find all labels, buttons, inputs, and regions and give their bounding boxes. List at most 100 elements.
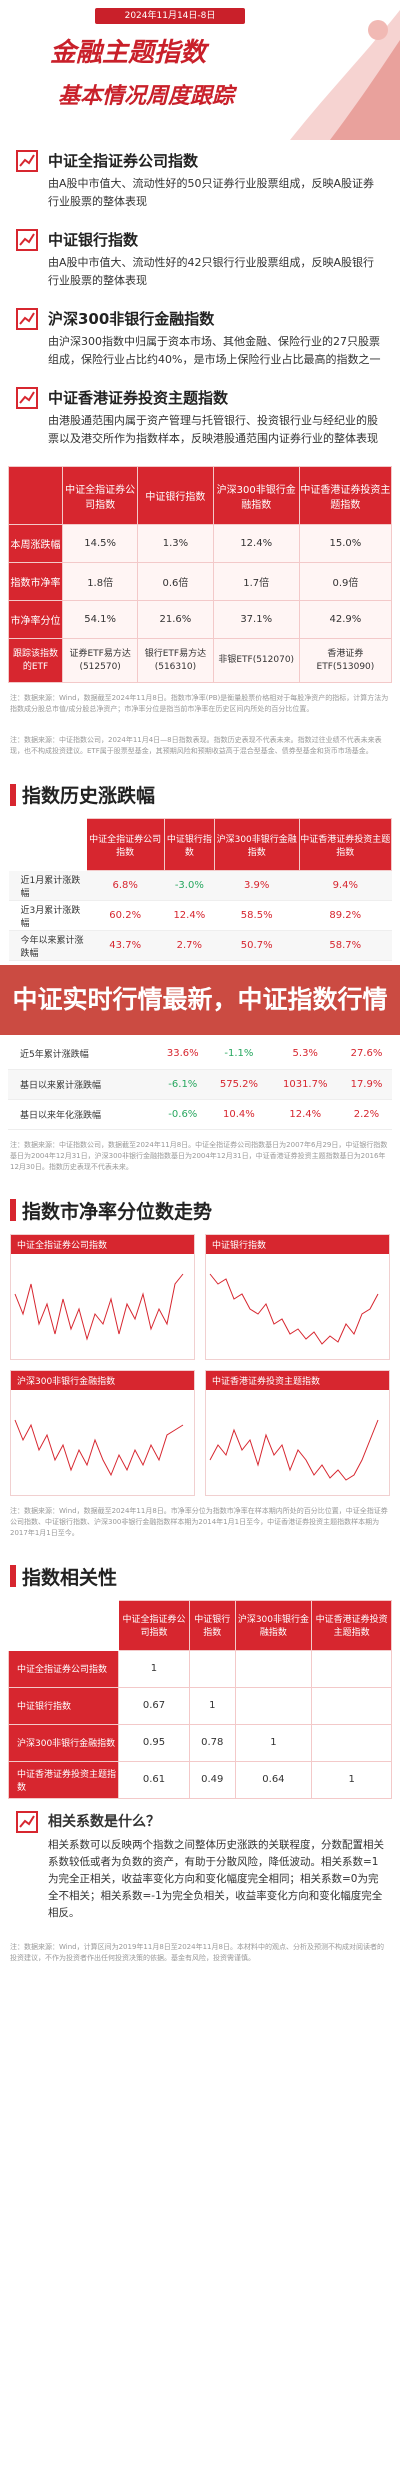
table-cell (188, 1649, 236, 1688)
table-cell: 27.6% (340, 1039, 392, 1070)
column-header: 中证香港证券投资主题指数 (311, 1599, 392, 1651)
etf-link[interactable]: 银行ETF易方达(516310) (137, 638, 214, 683)
chart-plot (14, 1419, 184, 1476)
table-cell: 58.5% (214, 900, 300, 931)
table-cell: 1 (118, 1649, 190, 1688)
column-header: 中证全指证券公司指数 (61, 466, 139, 525)
section-bar (10, 783, 16, 806)
history-table: 中证全指证券公司指数 中证银行指数 沪深300非银行金融指数 中证香港证券投资主… (8, 818, 393, 961)
table-cell: 1 (311, 1760, 392, 1799)
table-corner (8, 466, 63, 525)
table-cell: 15.0% (298, 524, 393, 563)
table-row: 市净率分位 54.1% 21.6% 37.1% 42.9% (8, 600, 393, 639)
pb-chart: 中证全指证券公司指数 (10, 1233, 195, 1360)
table-cell: 2.7% (164, 930, 215, 961)
table-cell (311, 1649, 392, 1688)
section-heading: 指数相关性 (22, 1566, 118, 1589)
chart-title: 中证银行指数 (206, 1234, 389, 1254)
table-row: 中证银行指数 0.67 1 (8, 1686, 392, 1725)
row-label: 近5年累计涨跌幅 (8, 1039, 158, 1070)
table-cell: 575.2% (208, 1069, 270, 1100)
title-line-1: 金融主题指数 (50, 38, 207, 68)
history-table-wrap: 中证全指证券公司指数 中证银行指数 沪深300非银行金融指数 中证香港证券投资主… (0, 818, 400, 961)
section-bar (10, 1199, 16, 1221)
index-name: 中证银行指数 (48, 231, 139, 249)
footnote: 注：数据来源：中证指数公司，2024年11月4日—8日指数表现。指数历史表现不代… (10, 736, 382, 755)
overlay-banner: 中证实时行情最新，中证指数行情 (0, 965, 400, 1035)
report-date: 2024年11月14日-8日 (95, 8, 245, 24)
section-heading: 指数历史涨跌幅 (22, 785, 156, 807)
table-row: 基日以来累计涨跌幅 -6.1% 575.2% 1031.7% 17.9% (8, 1069, 392, 1100)
etf-link[interactable]: 证券ETF易方达(512570) (61, 638, 139, 683)
etf-link[interactable]: 香港证券ETF(513090) (298, 638, 393, 683)
explainer-title: 相关系数是什么？ (48, 1813, 160, 1830)
table-cell: 0.49 (188, 1760, 236, 1799)
footnote: 注：数据来源：Wind，数据截至2024年11月8日。指数市净率(PB)是衡量股… (10, 694, 389, 713)
table-cell: 43.7% (86, 930, 165, 961)
chart-title: 中证香港证券投资主题指数 (206, 1370, 389, 1390)
section-bar (10, 1565, 16, 1587)
row-label: 近3月累计涨跌幅 (8, 900, 87, 931)
column-header: 中证香港证券投资主题指数 (298, 466, 393, 525)
pb-chart: 沪深300非银行金融指数 (10, 1369, 195, 1496)
table-cell: 0.64 (234, 1760, 313, 1799)
table-cell (311, 1686, 392, 1725)
table-cell: 6.8% (86, 870, 165, 901)
table-cell: 10.4% (208, 1099, 270, 1130)
history-table-continued: 近5年累计涨跌幅 33.6% -1.1% 5.3% 27.6% 基日以来累计涨跌幅 -6.… (8, 1039, 392, 1130)
index-description: 由A股中市值大、流动性好的42只银行行业股票组成，反映A股银行行业股票的整体表现 (48, 256, 375, 287)
table-cell: 1031.7% (269, 1069, 341, 1100)
index-intro-item: 中证银行指数 由A股中市值大、流动性好的42只银行行业股票组成，反映A股银行行业… (16, 229, 384, 290)
index-name: 沪深300非银行金融指数 (48, 310, 215, 328)
table-row: 中证香港证券投资主题指数 0.61 0.49 0.64 1 (8, 1760, 392, 1799)
table-row: 指数市净率 1.8倍 0.6倍 1.7倍 0.9倍 (8, 562, 393, 601)
index-name: 中证香港证券投资主题指数 (48, 389, 229, 407)
table-cell: 0.78 (188, 1723, 236, 1762)
table-cell: 14.5% (61, 524, 139, 563)
table-cell: 9.4% (299, 870, 392, 901)
footnote: 注：数据来源：Wind，数据截至2024年11月8日。市净率分位为指数市净率在样… (10, 1506, 388, 1537)
summary-table: 中证全指证券公司指数 中证银行指数 沪深300非银行金融指数 中证香港证券投资主… (8, 466, 393, 683)
etf-link[interactable]: 非银ETF(512070) (212, 638, 300, 683)
index-description: 由沪深300指数中归属于资本市场、其他金融、保险行业的27只股票组成，保险行业占… (48, 335, 381, 366)
table-cell: -0.6% (157, 1099, 209, 1130)
table-cell (234, 1686, 313, 1725)
section-title-history: 指数历史涨跌幅 (0, 767, 400, 818)
table-cell: 0.9倍 (298, 562, 393, 601)
chart-icon (16, 229, 38, 251)
table-cell: 17.9% (340, 1069, 392, 1100)
chart-icon (16, 150, 38, 172)
index-intro-item: 中证香港证券投资主题指数 由港股通范围内属于资产管理与托管银行、投资银行业与经纪… (16, 387, 384, 448)
hero-header: 2024年11月14日-8日 金融主题指数 基本情况周度跟踪 (0, 0, 400, 150)
summary-table-wrap: 中证全指证券公司指数 中证银行指数 沪深300非银行金融指数 中证香港证券投资主… (0, 466, 400, 683)
index-description: 由港股通范围内属于资产管理与托管银行、投资银行业与经纪业的股票以及港交所作为指数… (48, 414, 378, 445)
banner-text: 中证实时行情最新，中证指数行情 (12, 985, 388, 1014)
row-header: 中证银行指数 (8, 1686, 119, 1725)
table-cell: 1 (188, 1686, 236, 1725)
row-label: 今年以来累计涨跌幅 (8, 930, 87, 961)
table-cell: 2.2% (340, 1099, 392, 1130)
table-cell: 12.4% (269, 1099, 341, 1130)
table-row: 近1月累计涨跌幅 6.8% -3.0% 3.9% 9.4% (8, 870, 392, 901)
column-header: 中证全指证券公司指数 (85, 818, 165, 871)
page: 2024年11月14日-8日 金融主题指数 基本情况周度跟踪 中证全指证券公司指… (0, 0, 400, 1962)
table-cell: 54.1% (61, 600, 139, 639)
table-cell (234, 1649, 313, 1688)
table-cell: -6.1% (157, 1069, 209, 1100)
table-row: 基日以来年化涨跌幅 -0.6% 10.4% 12.4% 2.2% (8, 1099, 392, 1130)
row-label: 基日以来年化涨跌幅 (8, 1099, 158, 1130)
table-cell: 0.61 (118, 1760, 190, 1799)
section-title-correlation: 指数相关性 (0, 1549, 400, 1600)
correlation-explainer: 相关系数是什么？ 相关系数可以反映两个指数之间整体历史涨跌的关联程度，分数配置相… (0, 1799, 400, 1934)
table-cell: 1.8倍 (61, 562, 139, 601)
table-row: 跟踪该指数的ETF 证券ETF易方达(512570) 银行ETF易方达(5163… (8, 638, 393, 683)
row-label: 近1月累计涨跌幅 (8, 870, 87, 901)
correlation-table-wrap: 中证全指证券公司指数 中证银行指数 沪深300非银行金融指数 中证香港证券投资主… (0, 1599, 400, 1799)
table-cell: 1 (234, 1723, 313, 1762)
table-cell: 21.6% (137, 600, 214, 639)
pb-chart: 中证香港证券投资主题指数 (205, 1369, 390, 1496)
chart-title: 中证全指证券公司指数 (11, 1234, 194, 1254)
table-cell: 1.7倍 (212, 562, 300, 601)
row-label: 基日以来累计涨跌幅 (8, 1069, 158, 1100)
table-header-row: 中证全指证券公司指数 中证银行指数 沪深300非银行金融指数 中证香港证券投资主… (8, 1599, 392, 1651)
